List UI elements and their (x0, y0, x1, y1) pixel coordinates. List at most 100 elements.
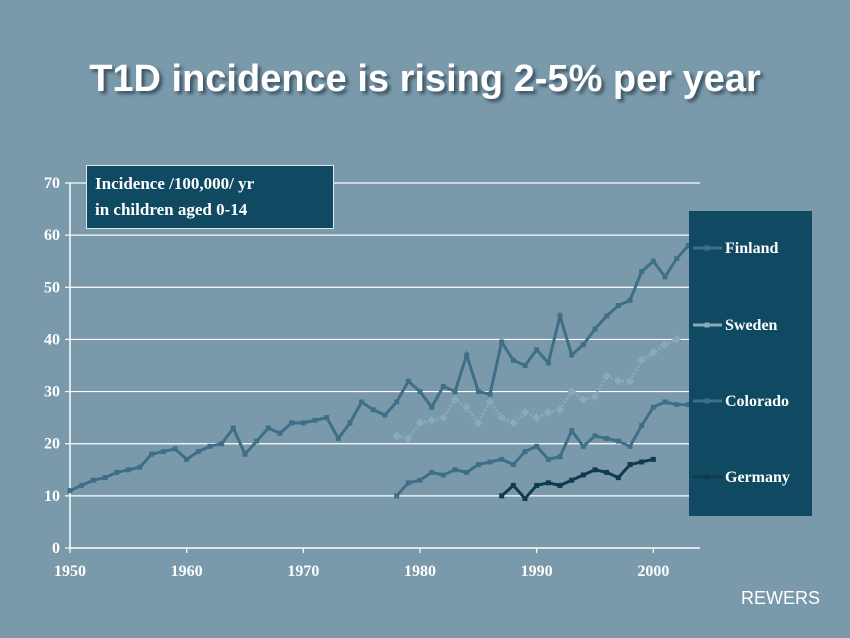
y-tick-label-0: 0 (52, 540, 60, 557)
point-colorado (475, 462, 481, 468)
tick-labels: 0 10 20 30 40 50 60 70 1950 1960 1970 1980 1990 2000 (44, 175, 669, 580)
point-colorado (580, 443, 586, 449)
point-sweden (427, 416, 436, 425)
point-sweden (567, 387, 576, 396)
point-sweden (602, 371, 611, 381)
point-finland (627, 297, 633, 303)
point-finland (149, 451, 155, 457)
y-tick-label-50: 50 (44, 279, 60, 296)
x-tick-label-1990: 1990 (521, 563, 553, 580)
legend-label-germany: Germany (725, 469, 790, 486)
axes (69, 183, 700, 549)
y-tick-label-60: 60 (44, 227, 60, 244)
legend-marker-finland (704, 245, 710, 251)
point-finland (592, 326, 598, 332)
point-germany (534, 482, 540, 488)
point-finland (219, 441, 225, 447)
point-finland (289, 420, 295, 426)
point-sweden (672, 335, 681, 344)
point-finland (230, 425, 236, 431)
point-finland (184, 456, 190, 462)
line-sweden (396, 338, 678, 441)
point-finland (265, 425, 271, 431)
point-sweden (450, 395, 460, 404)
point-sweden (485, 397, 495, 407)
point-sweden (625, 376, 635, 386)
point-finland (195, 449, 201, 455)
point-finland (137, 464, 143, 470)
point-finland (370, 407, 376, 413)
point-germany (522, 495, 528, 501)
point-finland (452, 389, 458, 395)
point-colorado (440, 472, 446, 478)
point-finland (487, 391, 493, 397)
point-finland (639, 269, 645, 275)
point-finland (662, 274, 668, 280)
point-finland (125, 467, 131, 473)
point-colorado (487, 459, 493, 465)
legend-entry-colorado: Colorado (693, 393, 789, 410)
series-sweden (392, 335, 681, 443)
point-sweden (614, 376, 623, 386)
point-sweden (415, 418, 425, 428)
point-sweden (497, 413, 506, 422)
gridlines (65, 182, 700, 553)
point-colorado (394, 493, 400, 499)
point-finland (300, 420, 306, 426)
point-finland (429, 404, 435, 410)
point-finland (685, 243, 691, 249)
point-finland (242, 451, 248, 457)
point-finland (545, 360, 551, 366)
y-tick-label-70: 70 (44, 175, 60, 192)
point-finland (557, 313, 563, 319)
point-germany (650, 456, 656, 462)
point-finland (67, 488, 73, 494)
legend-label-sweden: Sweden (725, 317, 778, 334)
point-colorado (405, 480, 411, 486)
credit-label: REWERS (740, 588, 820, 608)
point-colorado (429, 469, 435, 475)
point-finland (114, 469, 120, 475)
legend-label-finland: Finland (725, 240, 778, 257)
point-colorado (557, 454, 563, 460)
point-finland (254, 438, 260, 444)
point-finland (172, 446, 178, 452)
point-finland (417, 389, 423, 395)
point-finland (102, 475, 108, 481)
y-tick-label-40: 40 (44, 331, 60, 348)
point-sweden (649, 348, 658, 357)
point-colorado (604, 436, 610, 441)
point-finland (510, 357, 516, 363)
point-finland (650, 258, 656, 264)
point-colorado (510, 462, 516, 468)
point-finland (359, 399, 365, 405)
point-colorado (685, 402, 691, 408)
legend-entry-finland: Finland (693, 240, 778, 257)
point-colorado (569, 428, 575, 434)
point-finland (207, 443, 213, 449)
legend-marker-sweden (704, 322, 710, 328)
incidence-note-box: Incidence /100,000/ yr in children aged … (86, 165, 334, 229)
point-finland (324, 415, 330, 421)
point-germany (604, 469, 610, 475)
x-tick-label-1980: 1980 (404, 563, 436, 580)
point-germany (592, 467, 598, 473)
x-tick-label-1970: 1970 (287, 563, 319, 580)
point-sweden (579, 395, 588, 404)
point-sweden (555, 405, 565, 415)
legend-box (689, 211, 812, 516)
point-sweden (660, 340, 670, 349)
point-germany (580, 472, 586, 478)
point-colorado (615, 438, 621, 444)
point-germany (627, 462, 633, 468)
point-finland (312, 417, 318, 423)
y-tick-label-20: 20 (44, 436, 60, 453)
point-colorado (627, 443, 633, 449)
point-sweden (474, 418, 483, 428)
point-colorado (545, 456, 551, 462)
series-finland (67, 240, 703, 494)
point-finland (440, 383, 446, 389)
point-colorado (464, 469, 470, 475)
point-sweden (509, 418, 518, 428)
